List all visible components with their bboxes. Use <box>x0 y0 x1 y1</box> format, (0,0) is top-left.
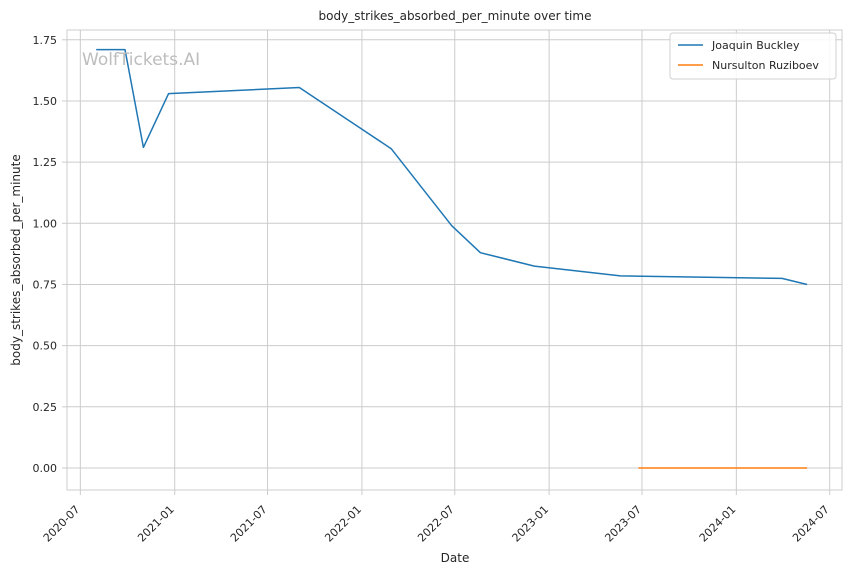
x-tick-label: 2021-01 <box>135 503 177 545</box>
grid <box>67 30 842 490</box>
x-tick-label: 2024-01 <box>697 503 739 545</box>
watermark: WolfTickets.AI <box>82 50 200 70</box>
x-tick-label: 2021-07 <box>228 503 270 545</box>
x-tick-label: 2023-01 <box>510 503 552 545</box>
y-axis-ticks: 0.00 0.25 0.50 0.75 1.00 1.25 1.50 1.75 <box>33 34 67 475</box>
y-tick-label: 0.75 <box>33 278 58 291</box>
x-tick-label: 2024-07 <box>790 503 832 545</box>
series-line-joaquin-buckley <box>96 48 808 286</box>
y-tick-label: 0.50 <box>33 340 58 353</box>
legend: Joaquin Buckley Nursulton Ruziboev <box>669 32 837 80</box>
x-tick-label: 2023-07 <box>602 503 644 545</box>
legend-box <box>669 32 837 80</box>
series-lines <box>96 48 808 469</box>
y-tick-label: 1.75 <box>33 34 58 47</box>
chart-title: body_strikes_absorbed_per_minute over ti… <box>319 9 592 23</box>
x-tick-label: 2022-01 <box>322 503 364 545</box>
x-axis-ticks: 2020-07 2021-01 2021-07 2022-01 2022-07 2023-… <box>41 490 832 545</box>
y-tick-label: 0.00 <box>33 462 58 475</box>
x-tick-label: 2022-07 <box>415 503 457 545</box>
y-tick-label: 0.25 <box>33 401 58 414</box>
x-axis-label: Date <box>441 551 470 565</box>
y-tick-label: 1.50 <box>33 95 58 108</box>
y-tick-label: 1.25 <box>33 156 58 169</box>
y-tick-label: 1.00 <box>33 217 58 230</box>
legend-label-joaquin-buckley: Joaquin Buckley <box>711 39 800 52</box>
legend-label-nursulton-ruziboev: Nursulton Ruziboev <box>712 59 819 72</box>
x-tick-label: 2020-07 <box>41 503 83 545</box>
y-axis-label: body_strikes_absorbed_per_minute <box>9 154 23 365</box>
